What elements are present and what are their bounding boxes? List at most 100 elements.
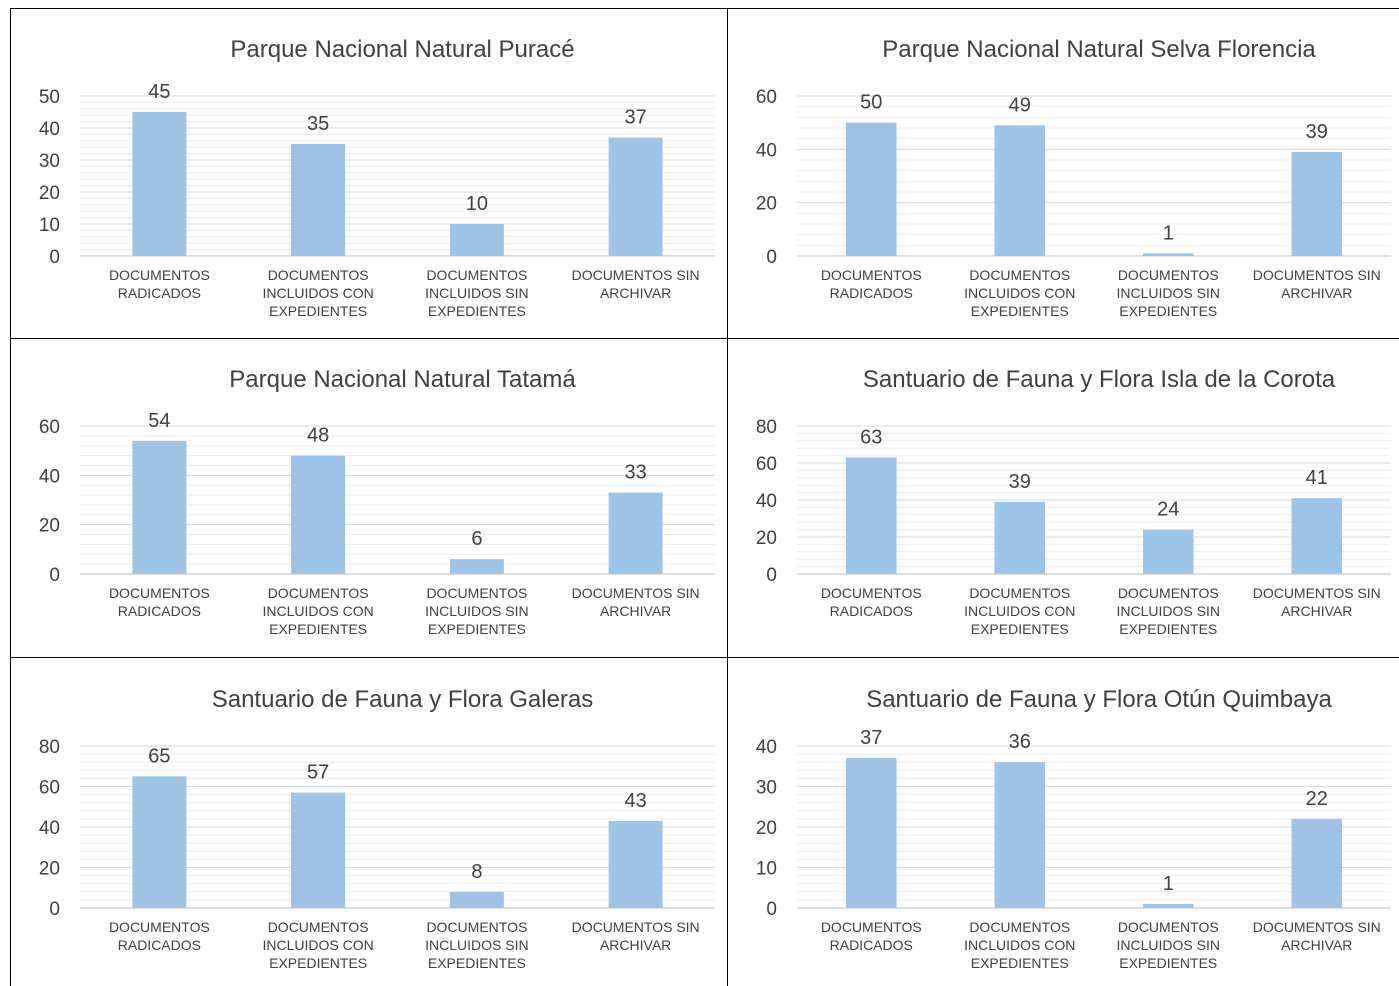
y-tick-label: 0: [49, 565, 60, 586]
data-label: 6: [471, 528, 482, 550]
chart-title: Santuario de Fauna y Flora Isla de la Co…: [863, 366, 1336, 393]
x-tick-label: DOCUMENTOS INCLUIDOS CON EXPEDIENTES: [263, 585, 374, 637]
x-tick-label: DOCUMENTOS INCLUIDOS CON EXPEDIENTES: [964, 267, 1075, 319]
frame-top: [10, 8, 1399, 9]
y-tick-label: 40: [756, 491, 777, 512]
y-tick-label: 80: [39, 737, 60, 758]
data-label: 36: [1009, 731, 1031, 753]
chart-title: Parque Nacional Natural Puracé: [230, 36, 574, 63]
x-tick-label: DOCUMENTOS INCLUIDOS SIN EXPEDIENTES: [1117, 267, 1220, 319]
data-label: 39: [1009, 471, 1031, 493]
data-label: 1: [1163, 873, 1174, 895]
data-label: 54: [148, 410, 170, 432]
y-tick-label: 60: [756, 454, 777, 475]
x-tick-label: DOCUMENTOS RADICADOS: [109, 585, 210, 619]
bar: [449, 224, 504, 256]
chart-panel-galeras: Santuario de Fauna y Flora Galeras 0 20 40 6…: [18, 664, 723, 986]
bar: [449, 891, 504, 908]
x-tick-label: DOCUMENTOS RADICADOS: [821, 919, 922, 953]
data-label: 48: [307, 425, 329, 447]
data-label: 33: [625, 462, 647, 484]
y-tick-label: 20: [756, 818, 777, 839]
x-tick-label: DOCUMENTOS INCLUIDOS SIN EXPEDIENTES: [425, 267, 528, 319]
y-tick-label: 0: [49, 247, 60, 268]
data-label: 63: [860, 426, 882, 448]
x-tick-label: DOCUMENTOS INCLUIDOS CON EXPEDIENTES: [263, 267, 374, 319]
data-label: 1: [1163, 222, 1174, 244]
chart-panel-purace: Parque Nacional Natural Puracé 0 10 20 30 40 5…: [18, 14, 723, 334]
frame-middle: [727, 8, 728, 986]
x-tick-label: DOCUMENTOS SIN ARCHIVAR: [572, 585, 700, 619]
bar: [846, 122, 897, 257]
y-tick-label: 20: [39, 859, 60, 880]
x-tick-label: DOCUMENTOS SIN ARCHIVAR: [1253, 919, 1381, 953]
x-tick-label: DOCUMENTOS RADICADOS: [821, 585, 922, 619]
bar: [846, 758, 897, 908]
bar-chart: Santuario de Fauna y Flora Galeras 0 20 40 6…: [39, 686, 715, 971]
x-tick-label: DOCUMENTOS INCLUIDOS SIN EXPEDIENTES: [1117, 585, 1220, 637]
bar: [132, 440, 187, 574]
x-tick-label: DOCUMENTOS RADICADOS: [109, 919, 210, 953]
y-tick-label: 40: [39, 818, 60, 839]
frame-left: [10, 8, 11, 986]
y-tick-label: 0: [766, 247, 777, 268]
chart-title: Santuario de Fauna y Flora Otún Quimbaya: [866, 686, 1332, 713]
bar: [994, 501, 1045, 574]
data-label: 37: [625, 107, 647, 129]
y-tick-label: 20: [756, 528, 777, 549]
y-tick-label: 0: [49, 899, 60, 920]
x-tick-label: DOCUMENTOS INCLUIDOS CON EXPEDIENTES: [263, 919, 374, 971]
bar: [994, 125, 1045, 256]
frame-row2: [10, 657, 1399, 658]
bar: [1143, 903, 1194, 908]
x-tick-label: DOCUMENTOS INCLUIDOS SIN EXPEDIENTES: [1117, 919, 1220, 971]
bar: [1291, 152, 1342, 256]
data-label: 50: [860, 92, 882, 114]
bar: [1291, 498, 1342, 574]
bar: [608, 820, 663, 908]
bar: [291, 792, 346, 908]
y-tick-label: 10: [39, 215, 60, 236]
y-tick-label: 30: [39, 151, 60, 172]
y-tick-label: 50: [39, 87, 60, 108]
data-label: 10: [466, 193, 488, 215]
data-label: 45: [148, 81, 170, 103]
bar: [608, 137, 663, 256]
frame-row1: [10, 338, 1399, 339]
data-label: 39: [1306, 121, 1328, 143]
bar-chart: Parque Nacional Natural Tatamá 0 20 40 60 54 D…: [39, 366, 715, 637]
bar-chart: Santuario de Fauna y Flora Otún Quimbaya…: [756, 686, 1391, 971]
bar-chart: Santuario de Fauna y Flora Isla de la Co…: [756, 366, 1391, 637]
y-tick-label: 30: [756, 778, 777, 799]
x-tick-label: DOCUMENTOS SIN ARCHIVAR: [1253, 267, 1381, 301]
chart-title: Santuario de Fauna y Flora Galeras: [212, 686, 594, 713]
bar-chart: Parque Nacional Natural Selva Florencia 0…: [756, 36, 1391, 319]
x-tick-label: DOCUMENTOS INCLUIDOS CON EXPEDIENTES: [964, 585, 1075, 637]
data-label: 43: [625, 790, 647, 812]
y-tick-label: 0: [766, 899, 777, 920]
data-label: 22: [1306, 788, 1328, 810]
bar: [1143, 529, 1194, 574]
x-tick-label: DOCUMENTOS RADICADOS: [821, 267, 922, 301]
x-tick-label: DOCUMENTOS SIN ARCHIVAR: [1253, 585, 1381, 619]
y-tick-label: 20: [756, 194, 777, 215]
y-tick-label: 60: [39, 417, 60, 438]
y-tick-label: 80: [756, 417, 777, 438]
bar: [449, 559, 504, 574]
bar: [1291, 818, 1342, 908]
y-tick-label: 60: [39, 778, 60, 799]
y-tick-label: 40: [756, 737, 777, 758]
x-tick-label: DOCUMENTOS RADICADOS: [109, 267, 210, 301]
bar: [291, 144, 346, 256]
bar: [846, 457, 897, 574]
bar: [1143, 253, 1194, 256]
y-tick-label: 40: [39, 119, 60, 140]
y-tick-label: 40: [39, 466, 60, 487]
x-tick-label: DOCUMENTOS INCLUIDOS SIN EXPEDIENTES: [425, 919, 528, 971]
chart-panel-otun-quimbaya: Santuario de Fauna y Flora Otún Quimbaya…: [735, 664, 1399, 986]
chart-panel-tatama: Parque Nacional Natural Tatamá 0 20 40 60 54 D…: [18, 344, 723, 652]
y-tick-label: 10: [756, 859, 777, 880]
bar: [132, 112, 187, 256]
chart-panel-isla-corota: Santuario de Fauna y Flora Isla de la Co…: [735, 344, 1399, 652]
data-label: 41: [1306, 467, 1328, 489]
